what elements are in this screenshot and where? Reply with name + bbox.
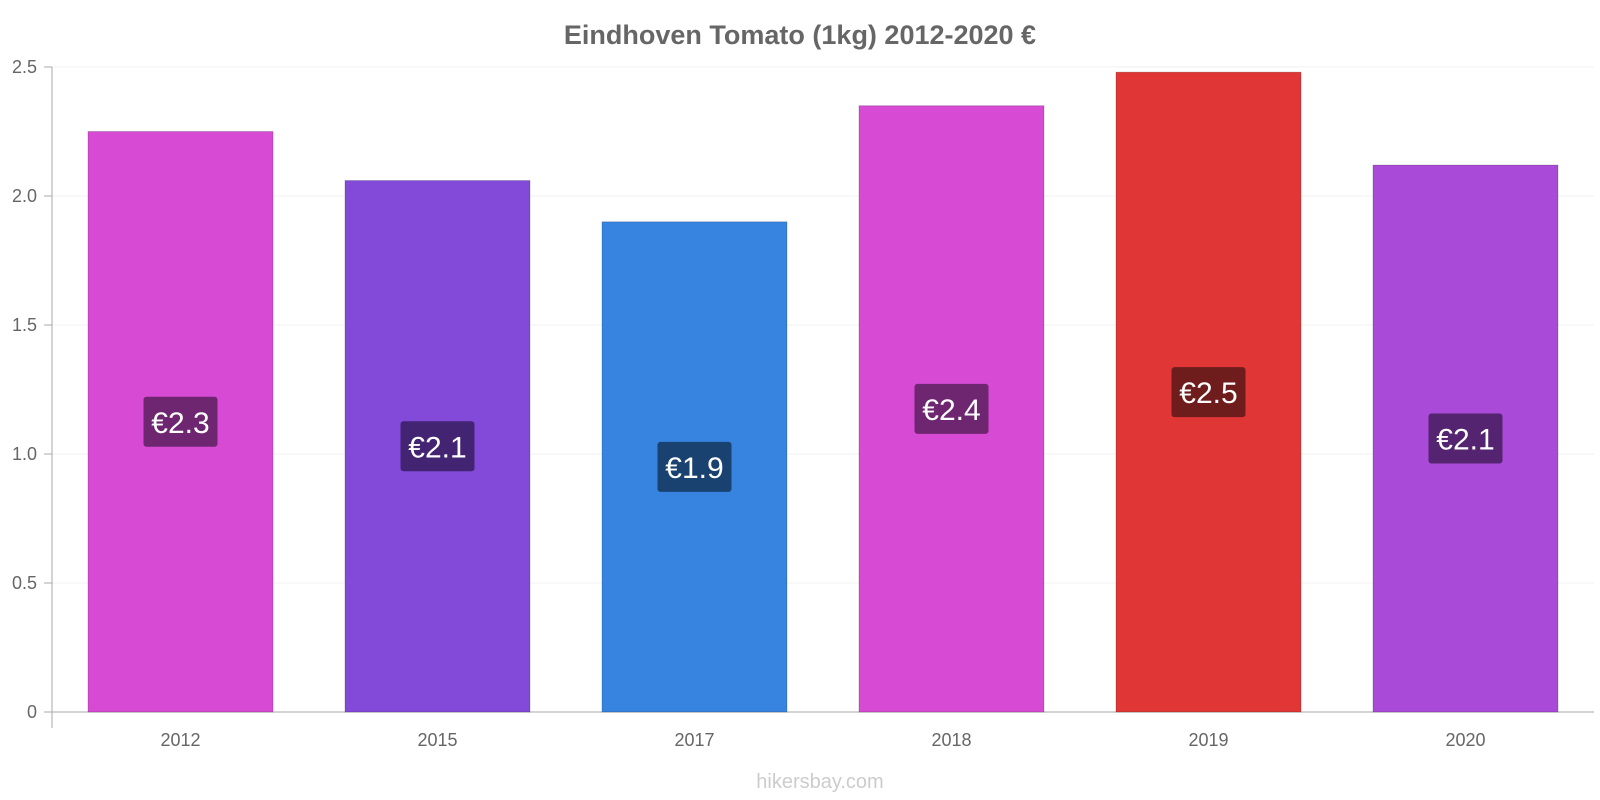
- x-tick-label: 2018: [931, 730, 971, 750]
- data-label: €1.9: [665, 452, 723, 485]
- y-tick-label: 0.5: [12, 573, 37, 593]
- y-tick-label: 1.0: [12, 444, 37, 464]
- data-label: €2.3: [151, 407, 209, 440]
- y-tick-label: 1.5: [12, 315, 37, 335]
- bars: [87, 71, 1559, 713]
- y-tick-label: 2.0: [12, 186, 37, 206]
- data-label-bg: [400, 421, 475, 472]
- data-label: €2.1: [1436, 424, 1494, 457]
- grid-lines: [52, 66, 1594, 584]
- data-label-bg: [1171, 367, 1246, 418]
- data-label-bg: [657, 441, 732, 492]
- x-tick-label: 2019: [1188, 730, 1228, 750]
- x-tick-label: 2015: [417, 730, 457, 750]
- y-tick-label: 2.5: [12, 57, 37, 77]
- data-label-bg: [143, 396, 218, 447]
- data-label-bg: [1428, 413, 1503, 464]
- chart-title: Eindhoven Tomato (1kg) 2012-2020 €: [564, 20, 1036, 50]
- data-label: €2.1: [408, 431, 466, 464]
- watermark-text: hikersbay.com: [756, 771, 883, 793]
- x-tick-label: 2020: [1445, 730, 1485, 750]
- data-label: €2.5: [1179, 377, 1237, 410]
- y-tick-label: 0: [27, 702, 37, 722]
- x-tick-label: 2012: [160, 730, 200, 750]
- data-label: €2.4: [922, 394, 980, 427]
- axes: 0 0.5 1.0 1.5 2.0 2.5 2012 2015 2017 2018 2019 2020: [12, 57, 1594, 750]
- x-tick-label: 2017: [674, 730, 714, 750]
- data-labels: €2.3 €2.1 €1.9 €2.4 €2.5 €2.1: [143, 367, 1503, 492]
- data-label-bg: [914, 383, 989, 434]
